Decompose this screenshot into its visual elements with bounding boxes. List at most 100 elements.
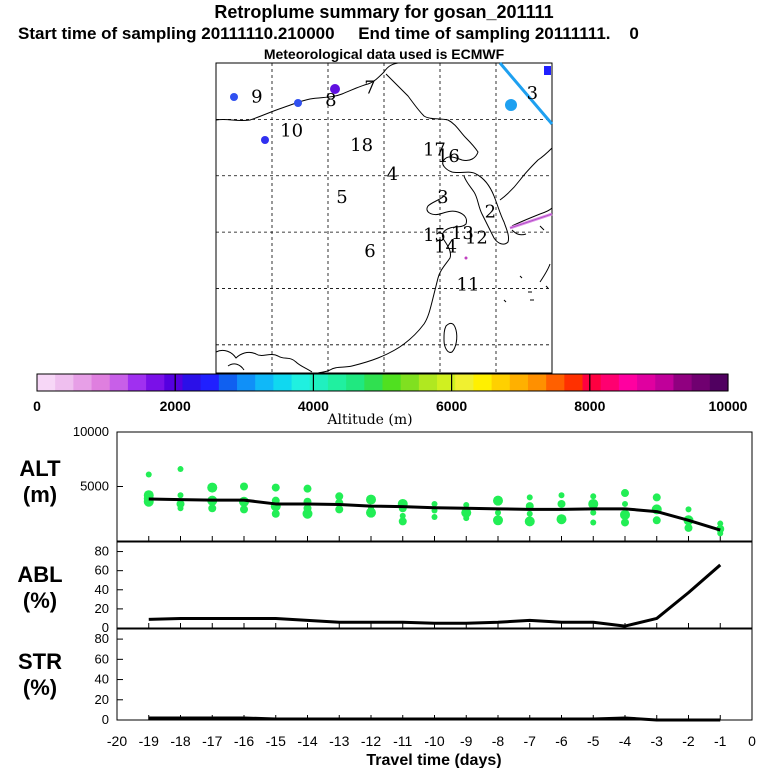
day-label: 6 [364,241,375,262]
y-tick-label: 5000 [80,479,109,494]
colorbar-cell [346,374,365,391]
series-line-str [148,716,721,722]
day-label: 8 [325,90,336,111]
scatter-point [685,506,692,513]
x-tick-label: -9 [460,733,473,749]
scatter-point [556,514,567,525]
scatter-point [335,492,344,501]
sampling-time: Start time of sampling 20111110.210000 E… [18,24,639,43]
day-label: 11 [457,275,480,296]
x-tick-label: -8 [492,733,505,749]
marker-corner [544,66,551,75]
scatter-point [652,516,661,525]
coast-east-china [317,239,451,374]
chart-title: Retroplume summary for gosan_201111 [214,2,554,22]
scatter-point [621,489,629,498]
border-southwest-2 [227,363,245,371]
colorbar-cell [164,374,184,391]
day-label: 4 [387,164,398,185]
scatter-point [207,482,218,493]
scatter-point [526,494,533,501]
scatter-point [302,508,313,519]
scatter-point [208,504,217,513]
colorbar-cell [527,374,547,391]
scatter-point [398,517,407,526]
scatter-point [557,499,566,508]
trajectory-violet-inner [509,213,553,229]
y-tick-label: 0 [102,620,109,635]
scatter-point [463,502,470,509]
marker-day-7 [330,84,340,94]
scatter-point [431,514,438,521]
colorbar-cell [655,374,675,391]
marker-day-8 [294,99,302,107]
colorbar-tick: 4000 [298,398,329,414]
scatter-point [493,495,503,506]
x-tick-label: -14 [297,733,317,749]
colorbar-cell [364,374,384,391]
colorbar-cell [491,374,511,391]
coast-russia [499,147,553,201]
x-axis-title: Travel time (days) [366,752,501,768]
colorbar-cell [546,374,565,391]
panel-label: ABL [17,562,62,587]
border-southwest [215,349,313,373]
colorbar-tick-labels: 0 2000 4000 6000 8000 10000 [33,398,748,414]
coast-japan-kyushu [511,229,527,236]
colorbar-cell [418,374,438,391]
x-tick-label: -7 [524,733,537,749]
y-tick-label: 40 [95,582,109,597]
coast-islands [528,225,549,301]
scatter-point [145,471,152,478]
day-label: 2 [485,201,496,222]
x-tick-label: -19 [139,733,159,749]
scatter-point [177,492,184,499]
y-tick-label: 20 [95,601,109,616]
day-label: 7 [364,77,375,98]
scatter-point [271,483,280,492]
marker-day-9 [230,93,238,101]
x-tick-label: -1 [714,733,727,749]
day-label: 9 [251,86,262,107]
border-manchuria [385,73,479,175]
coastlines [215,62,553,374]
scatter-point [684,523,693,532]
x-axis-labels: -20 -19 -18 -17 -16 -15 -14 -13 -12 -11 -10 -9 -8 -7-… [107,733,756,768]
marker-day-10 [261,136,269,144]
panel-frame [116,628,753,721]
scatter-point [366,507,376,518]
y-tick-label: 20 [95,692,109,707]
marker-source [464,256,468,260]
colorbar-cell [437,374,456,391]
colorbar-cell [37,374,56,391]
x-tick-label: -12 [361,733,381,749]
colorbar-cell [218,374,238,391]
x-tick-label: -6 [555,733,568,749]
y-tick-label: 80 [95,631,109,646]
colorbar-cell [509,374,529,391]
scatter-point [177,466,184,473]
coast-japan-honshu [511,207,553,227]
colorbar-cell [273,374,293,391]
colorbar-cell [182,374,202,391]
x-tick-label: -18 [170,733,190,749]
colorbar-cell [473,374,493,391]
altitude-colorbar: 0 2000 4000 6000 8000 10000 Altitude (m) [33,373,748,428]
panel-label: STR [18,649,62,674]
scatter-point [495,509,501,516]
colorbar-cell [109,374,129,391]
panel-label: ALT [19,456,61,481]
colorbar-cell [564,374,584,391]
y-tick-label: 40 [95,672,109,687]
scatter-point [717,530,724,537]
day-label: 10 [280,120,303,141]
scatter-point [526,510,533,517]
scatter-point [590,519,597,526]
panel-unit: (m) [23,482,57,507]
panel-abl: ABL(%) 80 60 40 20 0 [17,541,753,635]
colorbar-cell [382,374,402,391]
colorbar-dividers [174,374,591,391]
coast-ryukyu [539,263,551,283]
